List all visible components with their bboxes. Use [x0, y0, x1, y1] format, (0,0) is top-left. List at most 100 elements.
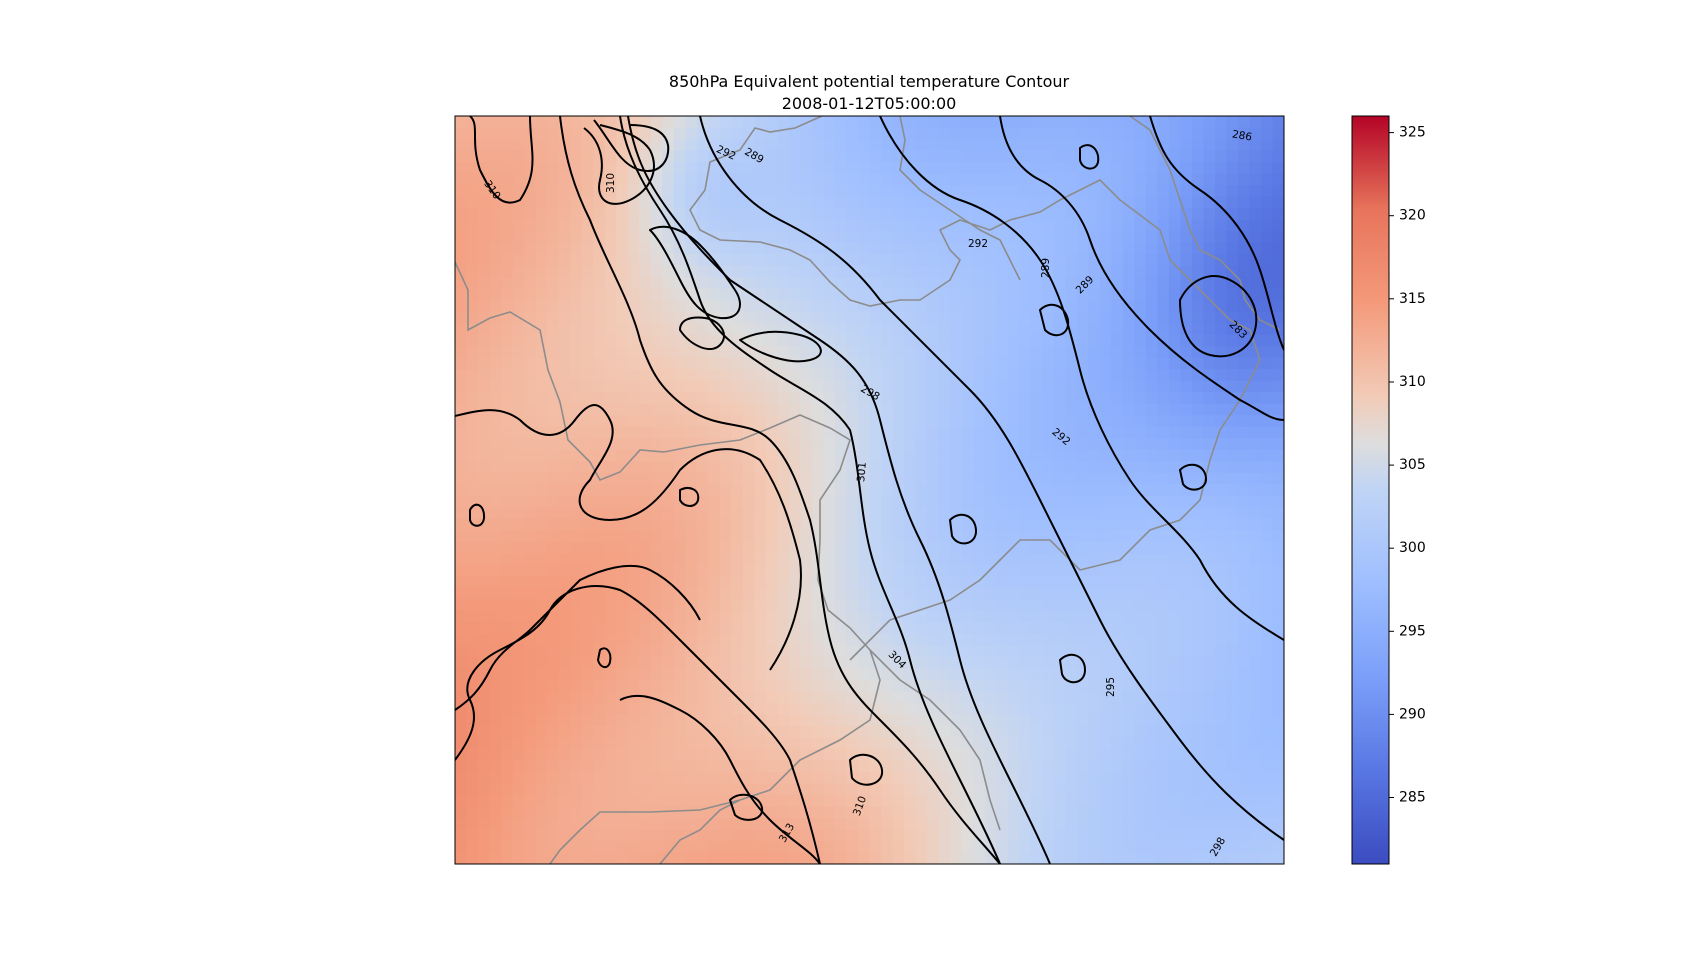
heatmap-cell — [1214, 334, 1228, 347]
heatmap-cell — [478, 231, 491, 244]
heatmap-cell — [1249, 162, 1262, 175]
heatmap-cell — [1191, 277, 1204, 290]
heatmap-cell — [950, 231, 963, 244]
heatmap-cell — [501, 185, 514, 198]
heatmap-cell — [466, 369, 479, 382]
heatmap-cell — [915, 127, 928, 140]
heatmap-cell — [593, 599, 606, 612]
heatmap-cell — [823, 173, 836, 186]
heatmap-cell — [742, 645, 755, 658]
heatmap-cell — [1260, 369, 1274, 382]
heatmap-cell — [869, 231, 882, 244]
heatmap-cell — [1007, 737, 1020, 750]
heatmap-cell — [662, 438, 675, 451]
heatmap-cell — [662, 633, 675, 646]
heatmap-cell — [627, 679, 640, 692]
heatmap-cell — [455, 472, 468, 485]
heatmap-cell — [800, 265, 813, 278]
heatmap-cell — [708, 748, 721, 762]
heatmap-cell — [731, 369, 744, 382]
heatmap-cell — [696, 484, 709, 497]
heatmap-cell — [627, 725, 640, 739]
heatmap-cell — [719, 541, 732, 554]
heatmap-cell — [950, 173, 963, 186]
heatmap-cell — [996, 150, 1009, 163]
heatmap-cell — [800, 369, 813, 382]
heatmap-cell — [501, 219, 514, 232]
heatmap-cell — [1099, 196, 1112, 209]
heatmap-cell — [1157, 403, 1170, 416]
heatmap-cell — [1134, 633, 1147, 646]
heatmap-cell — [1088, 392, 1101, 405]
heatmap-cell — [1168, 610, 1181, 623]
heatmap-cell — [708, 116, 721, 129]
heatmap-cell — [984, 484, 997, 497]
heatmap-cell — [857, 599, 871, 612]
heatmap-cell — [846, 852, 859, 864]
heatmap-cell — [547, 840, 560, 854]
heatmap-cell — [927, 668, 940, 681]
heatmap-cell — [616, 507, 629, 520]
heatmap-cell — [708, 702, 721, 715]
heatmap-cell — [581, 438, 594, 451]
heatmap-cell — [973, 231, 986, 244]
heatmap-cell — [800, 656, 813, 669]
heatmap-cell — [1168, 645, 1181, 658]
heatmap-cell — [1145, 714, 1158, 727]
heatmap-cell — [881, 139, 894, 152]
heatmap-cell — [950, 702, 963, 715]
heatmap-cell — [570, 760, 583, 773]
heatmap-cell — [1203, 714, 1216, 727]
heatmap-cell — [765, 150, 778, 163]
heatmap-cell — [846, 472, 859, 485]
heatmap-cell — [950, 668, 963, 681]
heatmap-cell — [650, 829, 663, 842]
heatmap-cell — [512, 334, 525, 347]
heatmap-cell — [1203, 461, 1216, 474]
heatmap-cell — [800, 783, 813, 796]
heatmap-cell — [650, 564, 663, 577]
heatmap-cell — [708, 300, 721, 313]
heatmap-cell — [1019, 737, 1032, 750]
heatmap-cell — [1272, 564, 1284, 577]
heatmap-cell — [904, 311, 917, 324]
heatmap-cell — [1088, 334, 1101, 347]
heatmap-cell — [455, 346, 468, 359]
heatmap-cell — [1088, 852, 1101, 864]
heatmap-cell — [892, 576, 905, 589]
heatmap-cell — [1272, 334, 1284, 347]
heatmap-cell — [593, 311, 606, 324]
heatmap-cell — [1088, 288, 1101, 301]
heatmap-cell — [1111, 610, 1124, 623]
heatmap-cell — [593, 783, 606, 796]
heatmap-cell — [1214, 403, 1228, 416]
heatmap-cell — [581, 173, 594, 186]
heatmap-cell — [915, 162, 928, 175]
heatmap-cell — [673, 714, 686, 727]
heatmap-cell — [466, 277, 479, 290]
heatmap-cell — [1019, 633, 1032, 646]
heatmap-cell — [1203, 116, 1216, 129]
heatmap-cell — [1226, 564, 1239, 577]
heatmap-cell — [904, 288, 917, 301]
heatmap-cell — [777, 162, 790, 175]
heatmap-cell — [1019, 553, 1032, 566]
heatmap-cell — [1076, 265, 1089, 278]
heatmap-cell — [489, 369, 502, 382]
heatmap-cell — [696, 829, 709, 842]
heatmap-cell — [904, 484, 917, 497]
heatmap-cell — [1007, 633, 1020, 646]
heatmap-cell — [788, 403, 802, 416]
heatmap-cell — [547, 461, 560, 474]
heatmap-cell — [1111, 840, 1124, 854]
heatmap-cell — [961, 173, 974, 186]
heatmap-cell — [1226, 254, 1239, 267]
heatmap-cell — [604, 150, 617, 163]
heatmap-cell — [961, 288, 974, 301]
heatmap-cell — [857, 173, 871, 186]
heatmap-cell — [1214, 265, 1228, 278]
heatmap-cell — [604, 461, 617, 474]
heatmap-cell — [639, 817, 652, 831]
heatmap-cell — [1111, 369, 1124, 382]
heatmap-cell — [1111, 541, 1124, 554]
